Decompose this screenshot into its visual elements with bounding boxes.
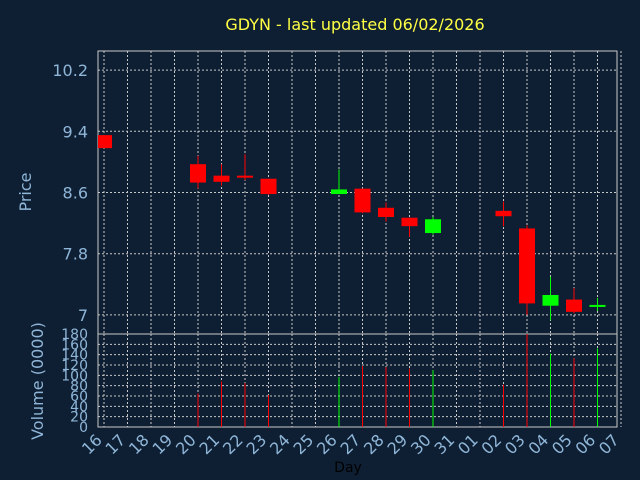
- day-tick-labels: 1617181920212223242526272829303101020304…: [78, 430, 623, 458]
- volume-tick-label: 180: [61, 327, 88, 343]
- chart-title: GDYN - last updated 06/02/2026: [225, 15, 484, 34]
- candle-body: [378, 207, 394, 217]
- volume-tick-label: 40: [70, 399, 88, 415]
- volume-tick-label: 100: [61, 368, 88, 384]
- volume-tick-label: 120: [61, 358, 88, 374]
- volume-tick-label: 140: [61, 348, 88, 364]
- volume-tick-label: 20: [70, 410, 88, 426]
- candle-body: [213, 175, 230, 182]
- volume-tick-label: 0: [79, 420, 88, 436]
- candles: [98, 135, 606, 321]
- day-tick-label: 07: [595, 430, 623, 458]
- volume-plot-frame: [97, 333, 618, 428]
- candle-body: [98, 135, 112, 149]
- price-tick-label: 9.4: [63, 122, 88, 141]
- price-tick-label: 10.2: [52, 61, 88, 80]
- volume-tick-label: 160: [61, 337, 88, 353]
- candle-body: [519, 228, 535, 304]
- candle-body: [331, 189, 347, 195]
- price-tick-labels: 7 7.8 8.6 9.4 10.2: [52, 61, 88, 325]
- candle-body: [542, 294, 559, 306]
- price-tick-label: 7: [78, 306, 88, 325]
- candle-body: [495, 210, 512, 217]
- candle-body: [260, 178, 277, 195]
- candle-body: [589, 304, 606, 307]
- volume-tick-label: 60: [70, 389, 88, 405]
- price-axis-label: Price: [16, 172, 35, 211]
- candle-body: [566, 299, 582, 312]
- price-grid: [98, 51, 622, 334]
- volume-tick-label: 80: [70, 379, 88, 395]
- candle-body: [401, 217, 418, 227]
- candle-body: [425, 219, 441, 234]
- candle-body: [237, 175, 253, 178]
- candle-body: [354, 188, 371, 213]
- candle-body: [190, 164, 206, 183]
- day-axis-label: Day: [334, 460, 362, 476]
- volume-grid: [98, 333, 622, 428]
- volume-bars: [197, 334, 598, 427]
- volume-axis-label: Volume (0000): [28, 322, 47, 440]
- price-tick-label: 7.8: [63, 245, 88, 264]
- price-tick-label: 8.6: [63, 184, 88, 203]
